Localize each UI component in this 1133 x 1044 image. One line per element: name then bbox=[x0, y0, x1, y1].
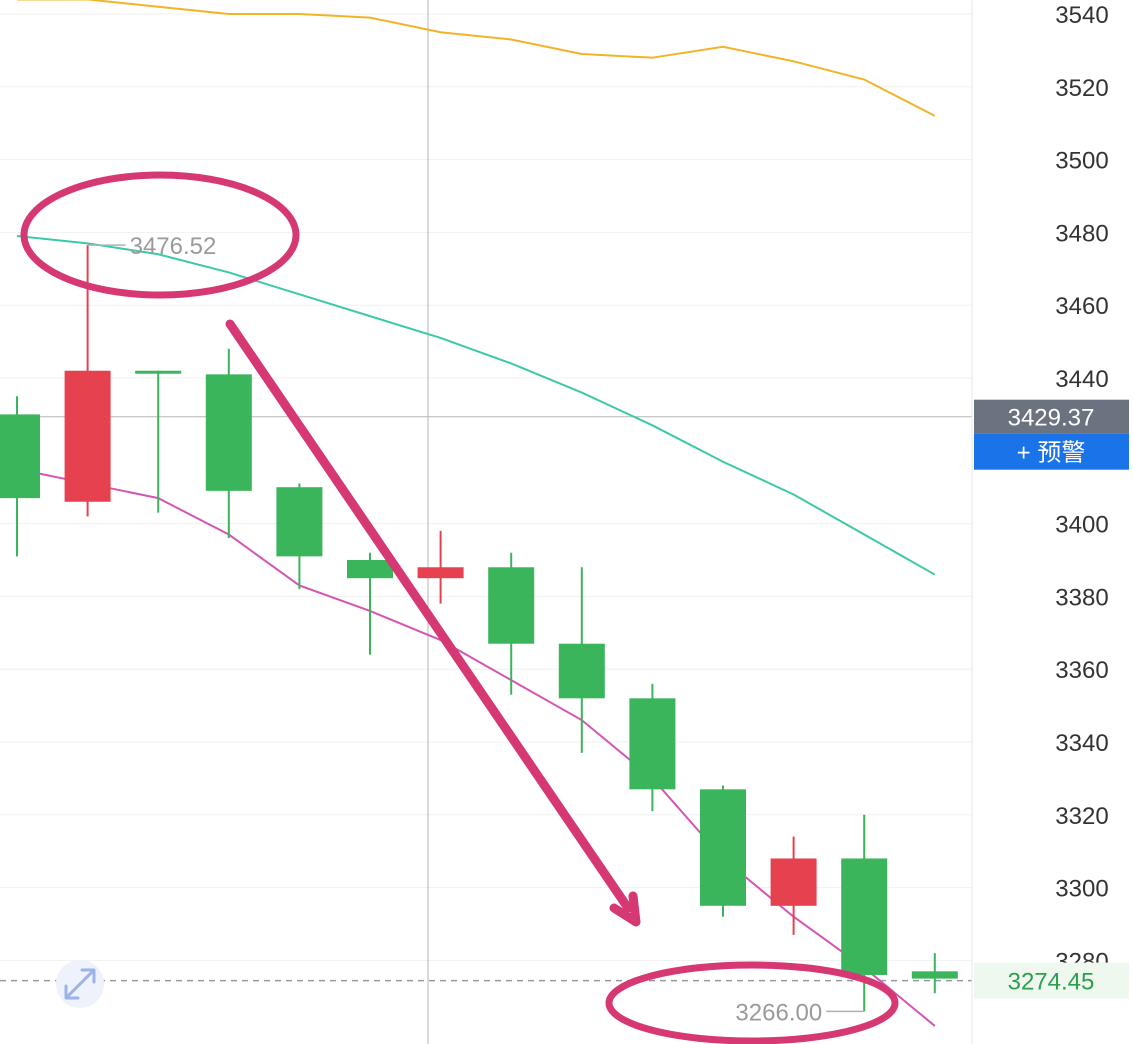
candle bbox=[64, 245, 111, 517]
candle-body bbox=[770, 858, 817, 906]
expand-diagonal-icon[interactable] bbox=[56, 960, 104, 1008]
annotation-arrow-head bbox=[609, 891, 641, 927]
y-tick-label: 3340 bbox=[1055, 730, 1108, 757]
y-tick-label: 3520 bbox=[1055, 75, 1108, 102]
candle-body bbox=[841, 858, 888, 975]
high-price-label: 3476.52 bbox=[130, 233, 217, 260]
candle-body bbox=[629, 698, 676, 790]
candle-body bbox=[0, 414, 40, 499]
low-price-label: 3266.00 bbox=[735, 999, 822, 1026]
y-tick-label: 3300 bbox=[1055, 876, 1108, 903]
y-tick-label: 3380 bbox=[1055, 584, 1108, 611]
candle-body bbox=[700, 789, 746, 906]
candle bbox=[841, 814, 888, 1012]
moving-average-lines bbox=[16, 0, 936, 1027]
last-price-tag: 3274.45 bbox=[974, 962, 1129, 999]
grid-lines bbox=[0, 13, 972, 961]
candle bbox=[347, 552, 393, 655]
candle-body bbox=[205, 374, 252, 491]
last-price-text: 3274.45 bbox=[1008, 969, 1095, 996]
candle-body bbox=[276, 487, 323, 557]
crosshair-price-text: 3429.37 bbox=[1008, 405, 1095, 432]
candle bbox=[911, 953, 958, 994]
candle bbox=[700, 785, 746, 917]
candle bbox=[417, 530, 464, 604]
candle bbox=[0, 396, 40, 557]
y-tick-label: 3500 bbox=[1055, 148, 1108, 175]
candle-body bbox=[911, 971, 958, 979]
candle bbox=[205, 348, 252, 539]
candle bbox=[135, 370, 182, 513]
y-tick-label: 3540 bbox=[1055, 2, 1108, 29]
annotation-ellipse-high bbox=[20, 171, 300, 299]
crosshair-price-tag: 3429.37 bbox=[974, 399, 1129, 434]
candle-body bbox=[558, 643, 605, 699]
y-axis: 3540 3520 3500 3480 3460 3440 3400 3380 3360 3340… bbox=[1055, 2, 1108, 975]
annotation-ellipse-low bbox=[605, 961, 899, 1044]
y-tick-label: 3480 bbox=[1055, 220, 1108, 247]
candle bbox=[770, 836, 817, 935]
candles bbox=[0, 245, 958, 1012]
y-tick-label: 3360 bbox=[1055, 657, 1108, 684]
moving-average-line bbox=[16, 235, 936, 576]
candle bbox=[629, 683, 676, 812]
annotation-arrow-shaft bbox=[225, 319, 633, 913]
candle-body bbox=[347, 560, 393, 579]
add-alert-button[interactable]: + 预警 bbox=[974, 433, 1129, 470]
candle bbox=[488, 552, 535, 695]
candle-body bbox=[135, 370, 182, 374]
candle-body bbox=[64, 370, 111, 502]
candle-body bbox=[488, 567, 535, 644]
candle bbox=[276, 483, 323, 590]
y-tick-label: 3320 bbox=[1055, 803, 1108, 830]
y-tick-label: 3460 bbox=[1055, 293, 1108, 320]
candle-body bbox=[417, 567, 464, 579]
y-tick-label: 3440 bbox=[1055, 366, 1108, 393]
add-alert-label[interactable]: + 预警 bbox=[1017, 440, 1086, 467]
y-tick-label: 3400 bbox=[1055, 512, 1108, 539]
moving-average-line bbox=[17, 0, 936, 117]
candle bbox=[558, 567, 605, 753]
moving-average-line bbox=[16, 468, 936, 1027]
